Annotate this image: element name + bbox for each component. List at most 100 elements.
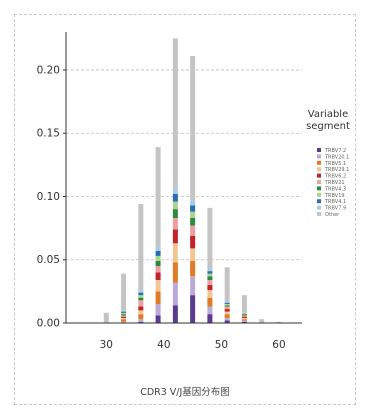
bar-segment: [276, 321, 282, 323]
bar-segment: [190, 217, 196, 226]
legend-label: TRBV7.9: [324, 206, 346, 212]
grid-lines: [66, 69, 302, 261]
bar-segment: [103, 312, 109, 323]
bar-segment: [138, 321, 144, 323]
y-tick-label: 0.10: [37, 191, 60, 203]
bar-segment: [224, 305, 230, 307]
bar-segment: [138, 319, 144, 322]
bar-segment: [207, 279, 213, 286]
bar-segment: [138, 306, 144, 311]
legend-swatch: [317, 167, 321, 172]
legend-swatch: [317, 186, 321, 191]
bar-segment: [190, 225, 196, 236]
legend-swatch: [317, 205, 321, 210]
bar-segment: [172, 209, 178, 218]
legend-swatch: [317, 160, 321, 165]
bar-segment: [207, 290, 213, 298]
bar-segment: [121, 312, 127, 315]
bar-segment: [224, 320, 230, 323]
legend-title: Variable: [308, 109, 349, 120]
legend-label: TRBV6.2: [324, 174, 346, 180]
bar-segment: [207, 297, 213, 307]
bar-segment: [224, 309, 230, 312]
bar-segment: [224, 317, 230, 321]
y-tick-label: 0.05: [37, 254, 60, 266]
bar-segment: [155, 250, 161, 256]
legend-swatch: [317, 173, 321, 178]
bar-segment: [241, 315, 247, 317]
bar-segment: [190, 235, 196, 249]
bar-segment: [155, 315, 161, 323]
bar-segment: [121, 316, 127, 318]
legend-label: TRBV4.3: [324, 186, 346, 192]
bar-segment: [172, 282, 178, 306]
x-tick-label: 30: [100, 339, 113, 351]
bar-segment: [121, 310, 127, 312]
bar-segment: [172, 38, 178, 188]
bar-segment: [138, 297, 144, 301]
bar-segment: [172, 229, 178, 244]
bar-segment: [121, 314, 127, 316]
bar-segment: [190, 295, 196, 323]
bar-segment: [241, 312, 247, 315]
bar-segment: [155, 291, 161, 305]
bar-segment: [172, 187, 178, 194]
bar-segment: [190, 211, 196, 218]
y-tick-label: 0.15: [37, 128, 60, 140]
bar-segment: [121, 319, 127, 322]
bar-segment: [155, 247, 161, 251]
bar-segment: [207, 276, 213, 280]
bar-segment: [207, 285, 213, 291]
bar-segment: [224, 311, 230, 315]
bar-segment: [190, 248, 196, 262]
bar-segment: [190, 276, 196, 296]
bar-segment: [207, 271, 213, 274]
legend-label: TRBV19: [324, 193, 345, 199]
y-tick-label: 0.20: [37, 64, 60, 76]
bar-segment: [155, 255, 161, 262]
bar-segment: [138, 295, 144, 298]
x-axis-label: CDR3 V/J基因分布图: [140, 387, 230, 398]
bar-segment: [155, 261, 161, 267]
x-tick-label: 40: [157, 339, 170, 351]
chart-frame: [14, 14, 356, 405]
bar-segment: [121, 317, 127, 320]
legend-title: segment: [306, 121, 350, 132]
bar-segment: [121, 273, 127, 311]
legend-label: TRBV5.1: [324, 161, 346, 167]
legend-swatch: [317, 154, 321, 159]
legend-label: TRBV29.1: [324, 167, 349, 173]
bar-segment: [224, 304, 230, 306]
bar-segment: [241, 316, 247, 318]
bar-segment: [241, 319, 247, 321]
bar-segment: [138, 290, 144, 293]
legend-label: TRBV21: [324, 180, 345, 186]
axes: 0.00 0.05 0.10 0.15 0.20 30 40 50 60: [37, 32, 302, 351]
bar-segment: [172, 262, 178, 283]
bar-segment: [190, 261, 196, 277]
bar-segment: [155, 266, 161, 273]
bar-segment: [138, 292, 144, 296]
bar-segment: [224, 267, 230, 302]
bar-segment: [172, 193, 178, 202]
bar-segment: [121, 321, 127, 323]
bar-segment: [138, 310, 144, 315]
bar-segment: [190, 56, 196, 201]
bar-segment: [259, 319, 265, 323]
legend-label: Other: [325, 212, 340, 218]
bars: [103, 38, 282, 323]
bar-segment: [172, 201, 178, 210]
legend-swatch: [317, 199, 321, 204]
legend-swatch: [317, 192, 321, 197]
bar-segment: [207, 273, 213, 277]
legend-label: TRBV7.2: [324, 148, 346, 154]
bar-segment: [155, 272, 161, 280]
bar-segment: [207, 306, 213, 315]
legend-label: TRBV20.1: [324, 154, 349, 160]
bar-segment: [224, 306, 230, 310]
legend-label: TRBV4.1: [324, 199, 346, 205]
bar-segment: [190, 200, 196, 206]
bar-segment: [155, 304, 161, 316]
bar-segment: [138, 300, 144, 307]
